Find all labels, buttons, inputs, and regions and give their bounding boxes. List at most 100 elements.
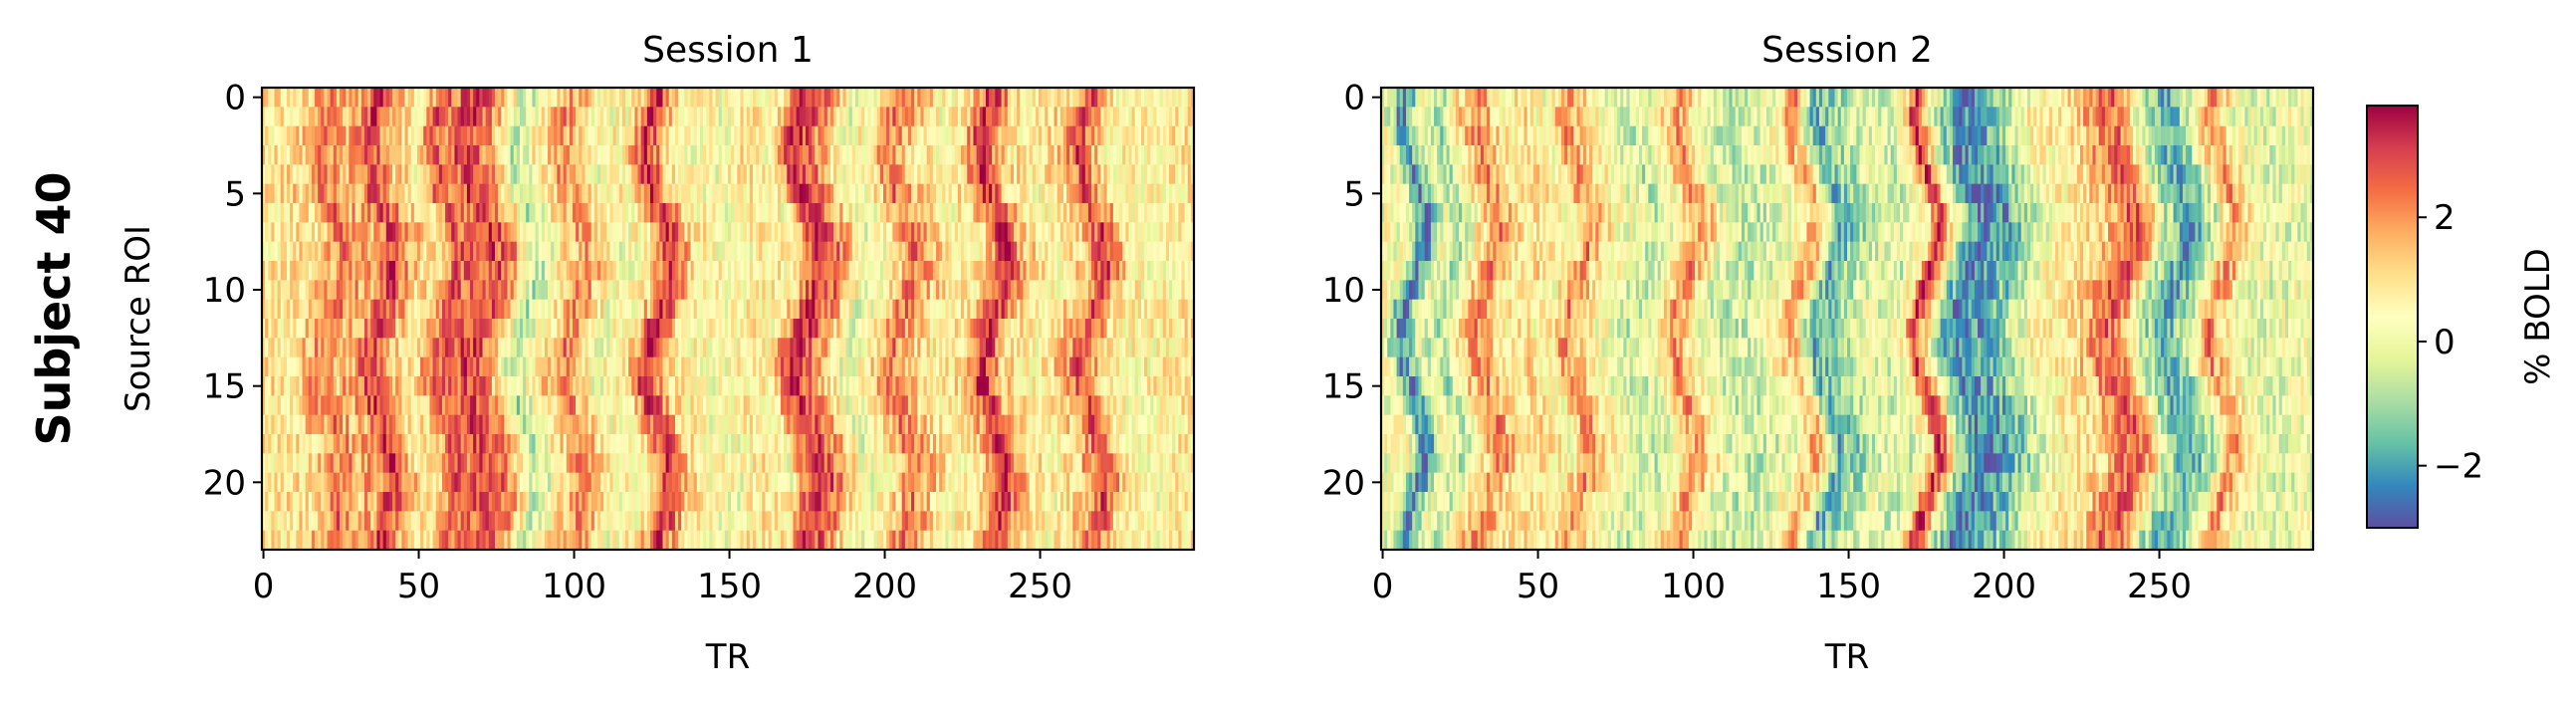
heatmap-cell <box>417 376 421 396</box>
heatmap-cell <box>495 356 499 377</box>
heatmap-cell <box>305 241 310 262</box>
heatmap-cell <box>265 356 269 377</box>
heatmap-cell <box>417 203 421 223</box>
heatmap-cell <box>488 434 493 454</box>
heatmap-cell <box>407 338 412 358</box>
heatmap-cell <box>435 145 440 165</box>
heatmap-cell <box>466 434 471 454</box>
heatmap-cell <box>454 395 459 416</box>
heatmap-cell <box>370 203 374 223</box>
heatmap-cell <box>423 414 427 435</box>
heatmap-cell <box>370 492 374 512</box>
heatmap-cell <box>343 145 347 165</box>
heatmap-cell <box>473 511 477 532</box>
heatmap-cell <box>321 261 325 281</box>
heatmap-cell <box>343 261 347 281</box>
heatmap-cell <box>293 511 297 532</box>
heatmap-cell <box>457 203 462 223</box>
heatmap-cell <box>429 299 434 320</box>
heatmap-cell <box>280 261 285 281</box>
heatmap-cell <box>426 492 431 512</box>
heatmap-cell <box>363 145 368 165</box>
heatmap-cell <box>441 222 446 243</box>
heatmap-cell <box>262 203 266 223</box>
heatmap-cell <box>363 125 368 146</box>
heatmap-cell <box>401 453 406 474</box>
heatmap-cell <box>407 472 412 493</box>
heatmap-cell <box>398 299 402 320</box>
heatmap-cell <box>290 472 294 493</box>
heatmap-cell <box>373 222 378 243</box>
heatmap-cell <box>473 472 477 493</box>
heatmap-cell <box>495 299 499 320</box>
heatmap-cell <box>330 280 335 301</box>
heatmap-cell <box>438 395 443 416</box>
heatmap-cell <box>473 107 477 127</box>
heatmap-cell <box>463 203 468 223</box>
heatmap-cell <box>376 511 381 532</box>
heatmap-cell <box>479 88 484 108</box>
heatmap-cell <box>346 356 350 377</box>
heatmap-cell <box>302 222 307 243</box>
heatmap-cell <box>498 88 502 108</box>
heatmap-cell <box>265 453 269 474</box>
heatmap-cell <box>373 530 378 551</box>
heatmap-cell <box>311 107 316 127</box>
heatmap-cell <box>410 472 415 493</box>
heatmap-cell <box>438 414 443 435</box>
heatmap-cell <box>305 338 310 358</box>
heatmap-cell <box>463 414 468 435</box>
heatmap-cell <box>268 222 272 243</box>
heatmap-cell <box>426 125 431 146</box>
heatmap-cell <box>473 530 477 551</box>
heatmap-cell <box>488 453 493 474</box>
heatmap-cell <box>407 356 412 377</box>
heatmap-cell <box>376 453 381 474</box>
heatmap-cell <box>293 203 297 223</box>
heatmap-cell <box>426 319 431 339</box>
heatmap-cell <box>432 164 437 185</box>
heatmap-cell <box>435 434 440 454</box>
heatmap-cell <box>296 453 301 474</box>
heatmap-cell <box>395 241 399 262</box>
heatmap-cell <box>376 530 381 551</box>
heatmap-cell <box>423 356 427 377</box>
heatmap-cell <box>286 145 291 165</box>
heatmap-cell <box>311 453 316 474</box>
heatmap-cell <box>470 145 474 165</box>
heatmap-cell <box>395 434 399 454</box>
heatmap-cell <box>454 241 459 262</box>
heatmap-cell <box>357 434 362 454</box>
heatmap-cell <box>485 125 490 146</box>
heatmap-cell <box>451 299 456 320</box>
heatmap-cell <box>333 88 338 108</box>
heatmap-cell <box>318 241 322 262</box>
heatmap-cell <box>479 125 484 146</box>
heatmap-cell <box>451 395 456 416</box>
heatmap-cell <box>354 338 359 358</box>
heatmap-cell <box>395 183 399 204</box>
heatmap-cell <box>327 222 332 243</box>
heatmap-cell <box>488 241 493 262</box>
heatmap-cell <box>379 222 384 243</box>
heatmap-cell <box>311 319 316 339</box>
heatmap-cell <box>432 203 437 223</box>
heatmap-cell <box>470 356 474 377</box>
heatmap-cell <box>280 511 285 532</box>
heatmap-cell <box>305 453 310 474</box>
heatmap-cell <box>488 107 493 127</box>
heatmap-cell <box>448 453 452 474</box>
heatmap-cell <box>420 492 424 512</box>
heatmap-cell <box>491 203 496 223</box>
heatmap-cell <box>476 453 480 474</box>
heatmap-cell <box>476 395 480 416</box>
heatmap-cell <box>457 356 462 377</box>
heatmap-cell <box>315 88 319 108</box>
heatmap-cell <box>488 88 493 108</box>
heatmap-cell <box>327 203 332 223</box>
heatmap-cell <box>388 338 393 358</box>
heatmap-cell <box>438 88 443 108</box>
heatmap-cell <box>367 453 371 474</box>
heatmap-cell <box>293 395 297 416</box>
heatmap-cell <box>354 280 359 301</box>
